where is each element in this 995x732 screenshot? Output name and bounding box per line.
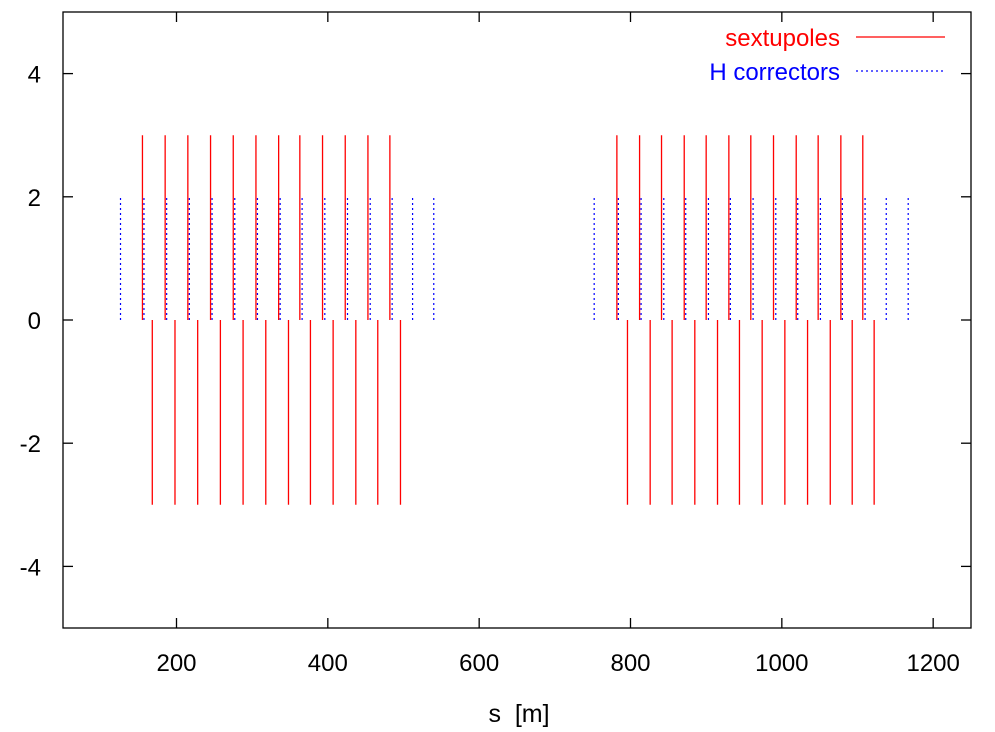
x-tick-label-600: 600 — [459, 650, 499, 677]
x-tick-label-400: 400 — [308, 650, 348, 677]
x-tick-label-1200: 1200 — [906, 650, 959, 677]
axes-layer: 200 400 600 800 1000 1200 -4 -2 0 2 4 — [20, 11, 972, 677]
marks-layer — [119, 135, 909, 505]
x-axis-label: s [m] — [488, 700, 549, 728]
y-tick-label-4: 4 — [28, 62, 41, 89]
y-tick-label-2: 2 — [28, 185, 41, 212]
y-tick-label-0: 0 — [28, 308, 41, 335]
legend-label-1: H correctors — [709, 59, 840, 86]
x-tick-label-1000: 1000 — [755, 650, 808, 677]
x-tick-label-200: 200 — [156, 650, 196, 677]
x-tick-label-800: 800 — [610, 650, 650, 677]
legend: sextupoles H correctors — [709, 25, 945, 86]
y-tick-label--2: -2 — [20, 431, 41, 458]
legend-label-0: sextupoles — [725, 25, 840, 52]
y-tick-label--4: -4 — [20, 554, 41, 581]
